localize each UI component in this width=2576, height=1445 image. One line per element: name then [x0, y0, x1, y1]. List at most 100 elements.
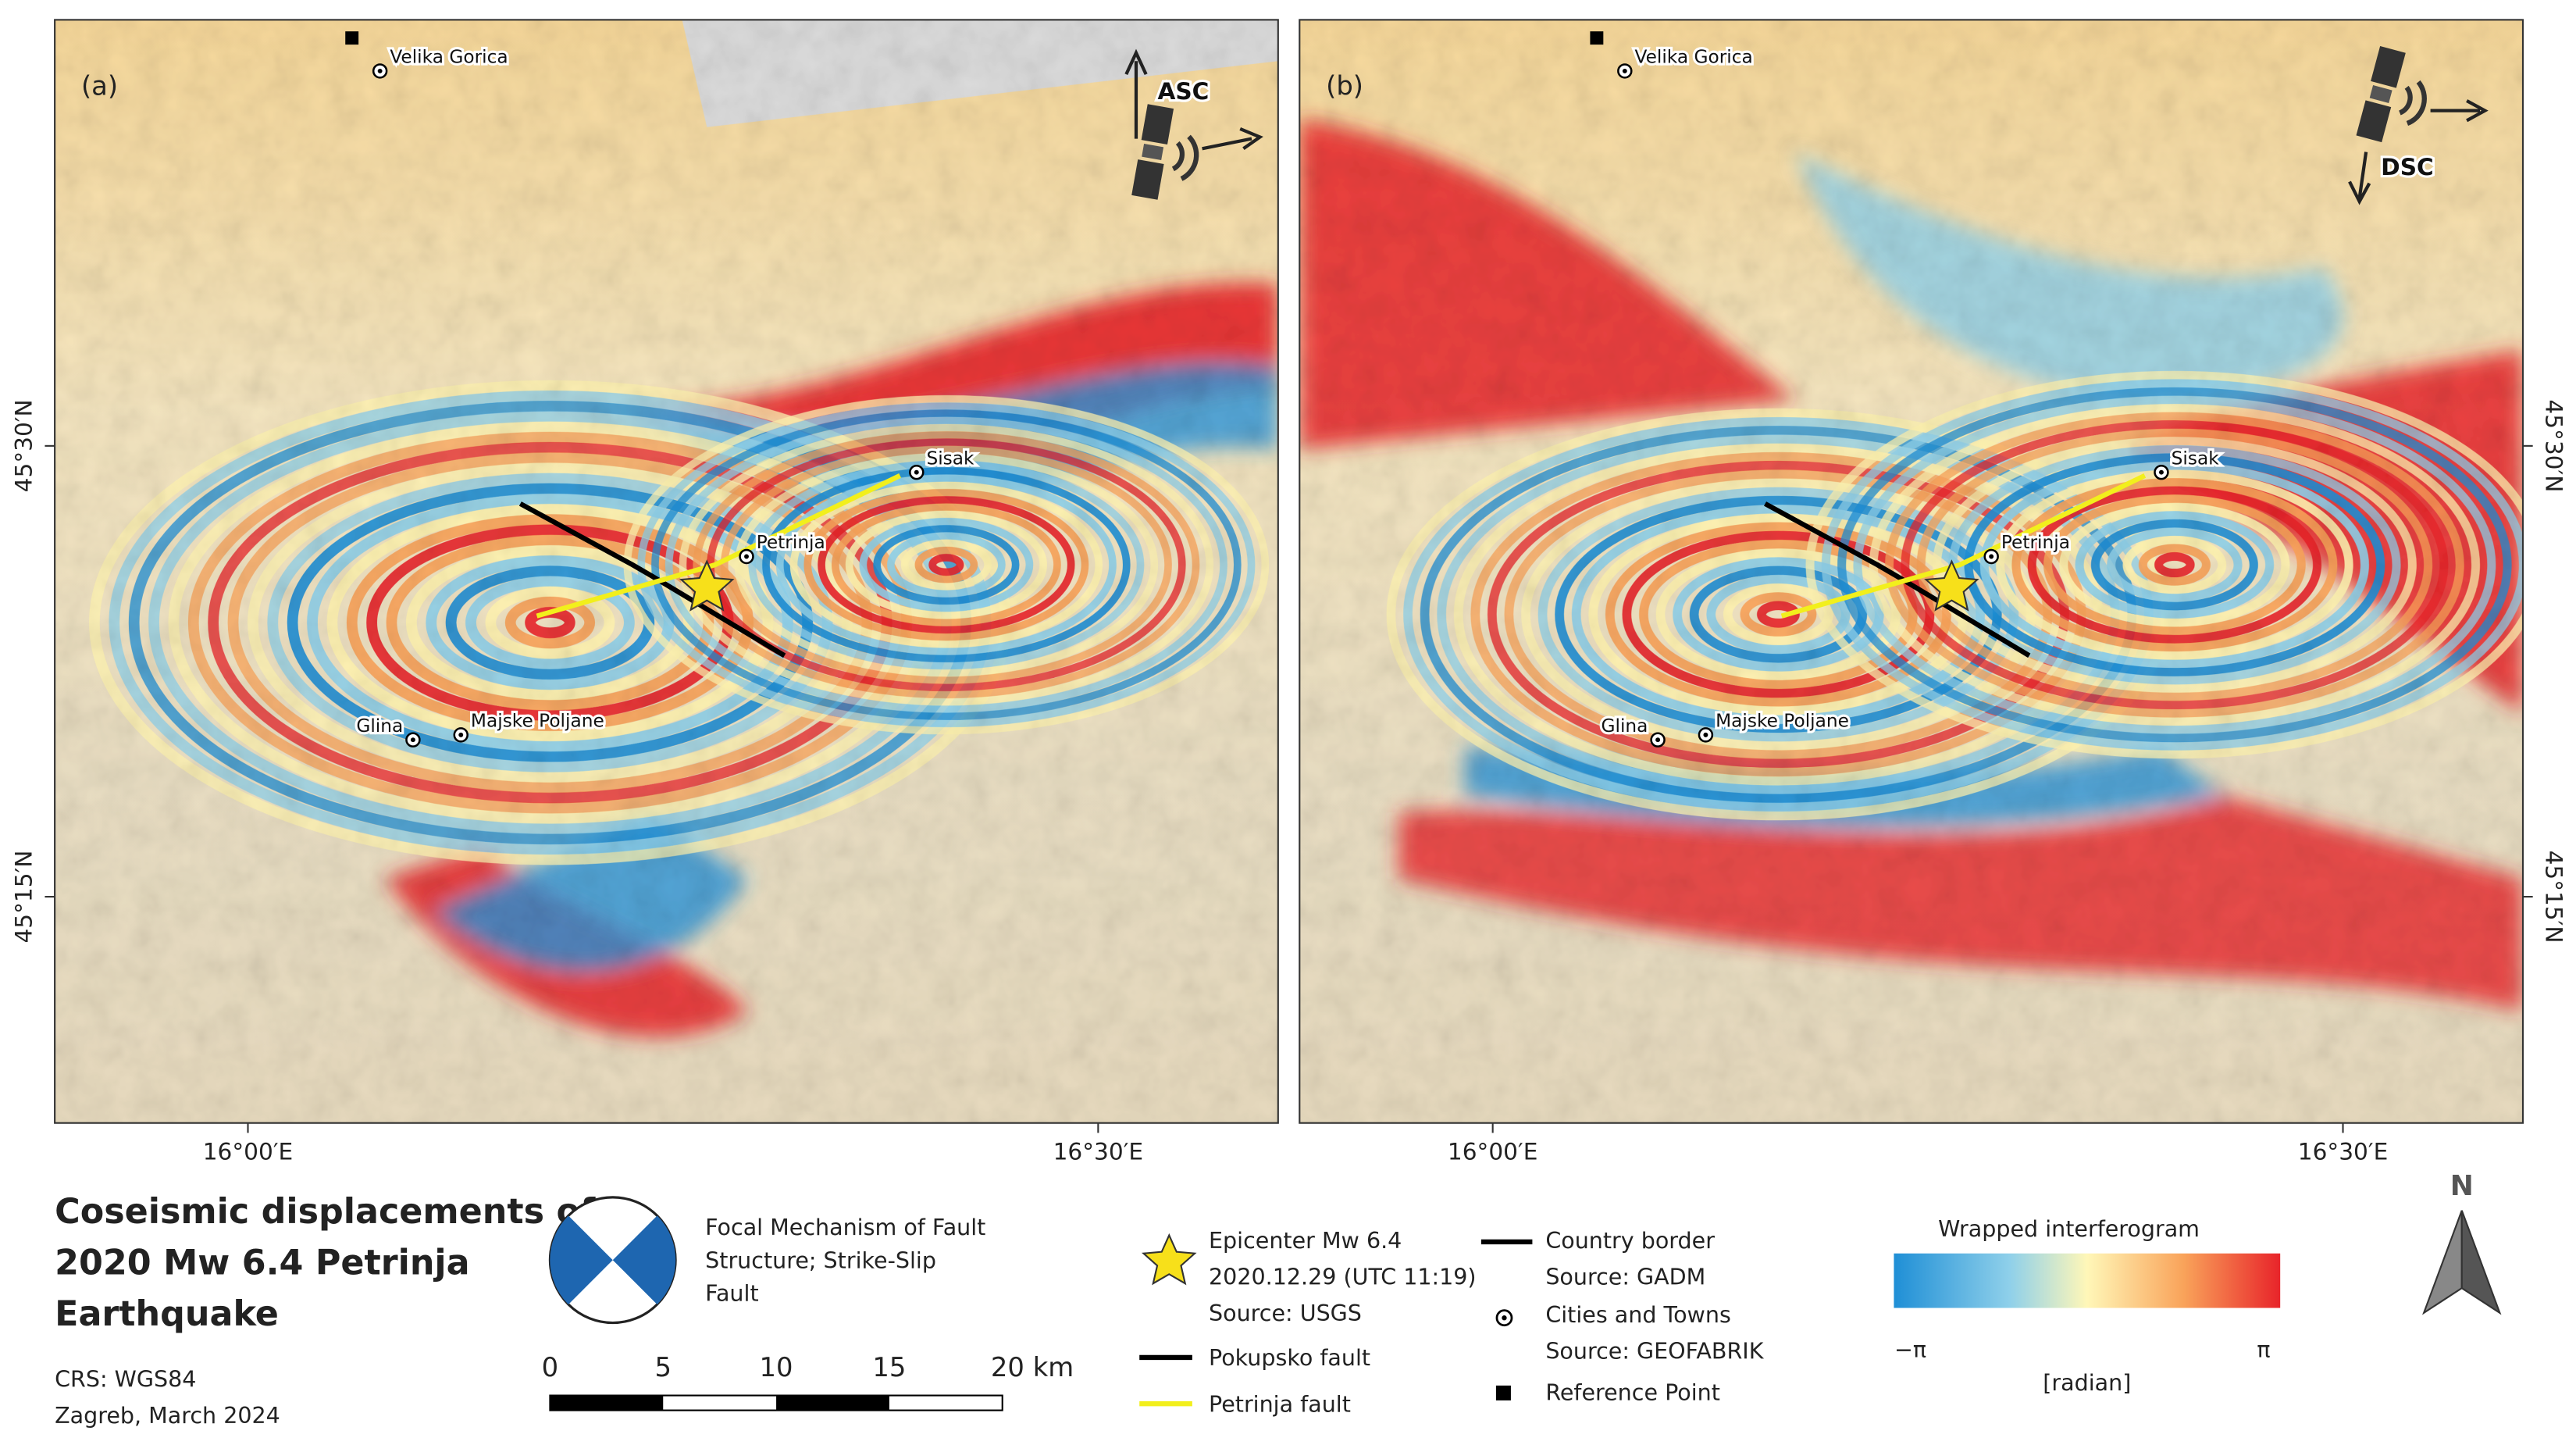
fringe: [1996, 469, 2353, 660]
city-marker: [914, 469, 919, 475]
fringe: [1916, 428, 2433, 701]
epicenter: [1924, 559, 1979, 612]
fringe-rings: [89, 380, 1270, 865]
orbit-label: DSC: [2381, 154, 2434, 180]
city-marker: [1703, 732, 1708, 737]
x-graticule-label: 16°30′E: [1053, 1138, 1144, 1165]
scale-label: 20 km: [991, 1352, 1074, 1383]
panel-label: (a): [81, 71, 118, 102]
legend-text: Reference Point: [1545, 1379, 1720, 1405]
fringe: [1964, 453, 2385, 676]
north-arrow: [2422, 1210, 2463, 1315]
epicenter: [679, 559, 735, 612]
fringe: [2138, 544, 2211, 586]
city-label: Sisak: [2172, 448, 2220, 469]
focal-text: Focal Mechanism of Fault: [705, 1215, 985, 1240]
north-arrow: [2460, 1210, 2502, 1315]
legend-text: 2020.12.29 (UTC 11:19): [1209, 1264, 1477, 1290]
map-panel: Velika Gorica Sisak Petrinja Glina Majske Po…: [1299, 19, 2567, 1165]
fringe: [1805, 370, 2523, 759]
fringe: [679, 423, 1214, 706]
fringe: [1689, 566, 1868, 663]
fringe: [748, 459, 1145, 670]
fringe: [2107, 527, 2243, 602]
reference-point: [1590, 31, 1604, 45]
fringe: [623, 394, 1270, 735]
city-marker: [744, 554, 749, 559]
fringe: [637, 402, 1256, 728]
fringe: [1673, 557, 1884, 672]
fringe: [2122, 535, 2227, 594]
city-label: Sisak: [926, 448, 974, 469]
fringe-rings: [1386, 370, 2523, 821]
fringe: [859, 517, 1034, 612]
focal-text: Fault: [705, 1281, 758, 1307]
fringe: [1853, 395, 2496, 734]
city-marker: [1622, 68, 1627, 73]
city-label: Velika Gorica: [1635, 47, 1753, 68]
city-marker: [377, 68, 383, 73]
fringe: [693, 431, 1200, 699]
legend-text: Source: GEOFABRIK: [1545, 1339, 1764, 1365]
fringe: [1932, 437, 2417, 693]
city-marker: [2158, 469, 2164, 475]
legend-text: Petrinja fault: [1209, 1391, 1351, 1417]
fringe: [1398, 796, 2523, 1011]
city-label: Petrinja: [757, 532, 825, 553]
city-marker: [1655, 737, 1661, 743]
fringe: [2075, 511, 2275, 619]
fringe: [1622, 530, 1935, 698]
fringe: [886, 532, 1006, 598]
fringe: [2043, 494, 2306, 636]
y-graticule-label: 45°30′N: [11, 399, 37, 492]
fringe: [1723, 583, 1833, 645]
fringe: [651, 409, 1242, 720]
fringe: [928, 554, 964, 576]
look-arrow: [1124, 48, 1148, 139]
interferogram: [55, 20, 1278, 1123]
legend-text: Pokupsko fault: [1209, 1345, 1370, 1371]
interferogram: [1299, 20, 2523, 1123]
city-label: Majske Poljane: [471, 710, 604, 731]
x-graticule-label: 16°00′E: [203, 1138, 294, 1165]
crs: CRS: WGS84: [55, 1367, 196, 1393]
fringe: [831, 503, 1061, 626]
fringe: [720, 445, 1172, 684]
legend-text: Epicenter Mw 6.4: [1209, 1228, 1402, 1254]
fringe: [762, 467, 1131, 662]
title-line: 2020 Mw 6.4 Petrinja: [55, 1243, 469, 1283]
fringe: [504, 596, 596, 649]
fringe: [873, 525, 1020, 605]
north-label: N: [2450, 1170, 2474, 1202]
reference-point: [345, 31, 359, 45]
fringe: [900, 539, 992, 590]
fringe: [2011, 478, 2338, 652]
y-graticule-label: 45°15′N: [2541, 851, 2567, 944]
city-symbol: [1502, 1315, 1507, 1321]
colorbar-unit: [radian]: [2043, 1370, 2131, 1396]
colorbar-min: −π: [1894, 1336, 1926, 1362]
map-panel: Velika Gorica Sisak Petrinja Glina Majske Po…: [11, 19, 1279, 1165]
satellite-icon: [2356, 45, 2427, 143]
panel-label: (b): [1326, 71, 1363, 102]
fringe: [734, 452, 1159, 677]
fringe: [803, 488, 1089, 641]
fringe: [1655, 548, 1901, 680]
fringe: [1706, 574, 1851, 655]
petrinja-fault: [536, 473, 902, 619]
orbit-label: ASC: [1157, 78, 1209, 105]
city-marker: [1989, 554, 1994, 559]
x-graticule-label: 16°30′E: [2298, 1138, 2389, 1165]
fringe: [1299, 119, 1795, 450]
reference-symbol: [1495, 1385, 1511, 1400]
city-label: Velika Gorica: [390, 47, 508, 68]
city-marker: [410, 737, 415, 743]
city-marker: [458, 732, 464, 737]
fringe: [1794, 152, 2344, 400]
scale-bar: 0 5 10 15 20 km: [542, 1352, 1074, 1411]
panel-frame: [1299, 19, 2524, 1124]
scale-label: 15: [872, 1352, 906, 1383]
legend-text: Country border: [1545, 1228, 1715, 1254]
city-label: Glina: [1601, 715, 1648, 737]
panel-frame: [54, 19, 1279, 1124]
